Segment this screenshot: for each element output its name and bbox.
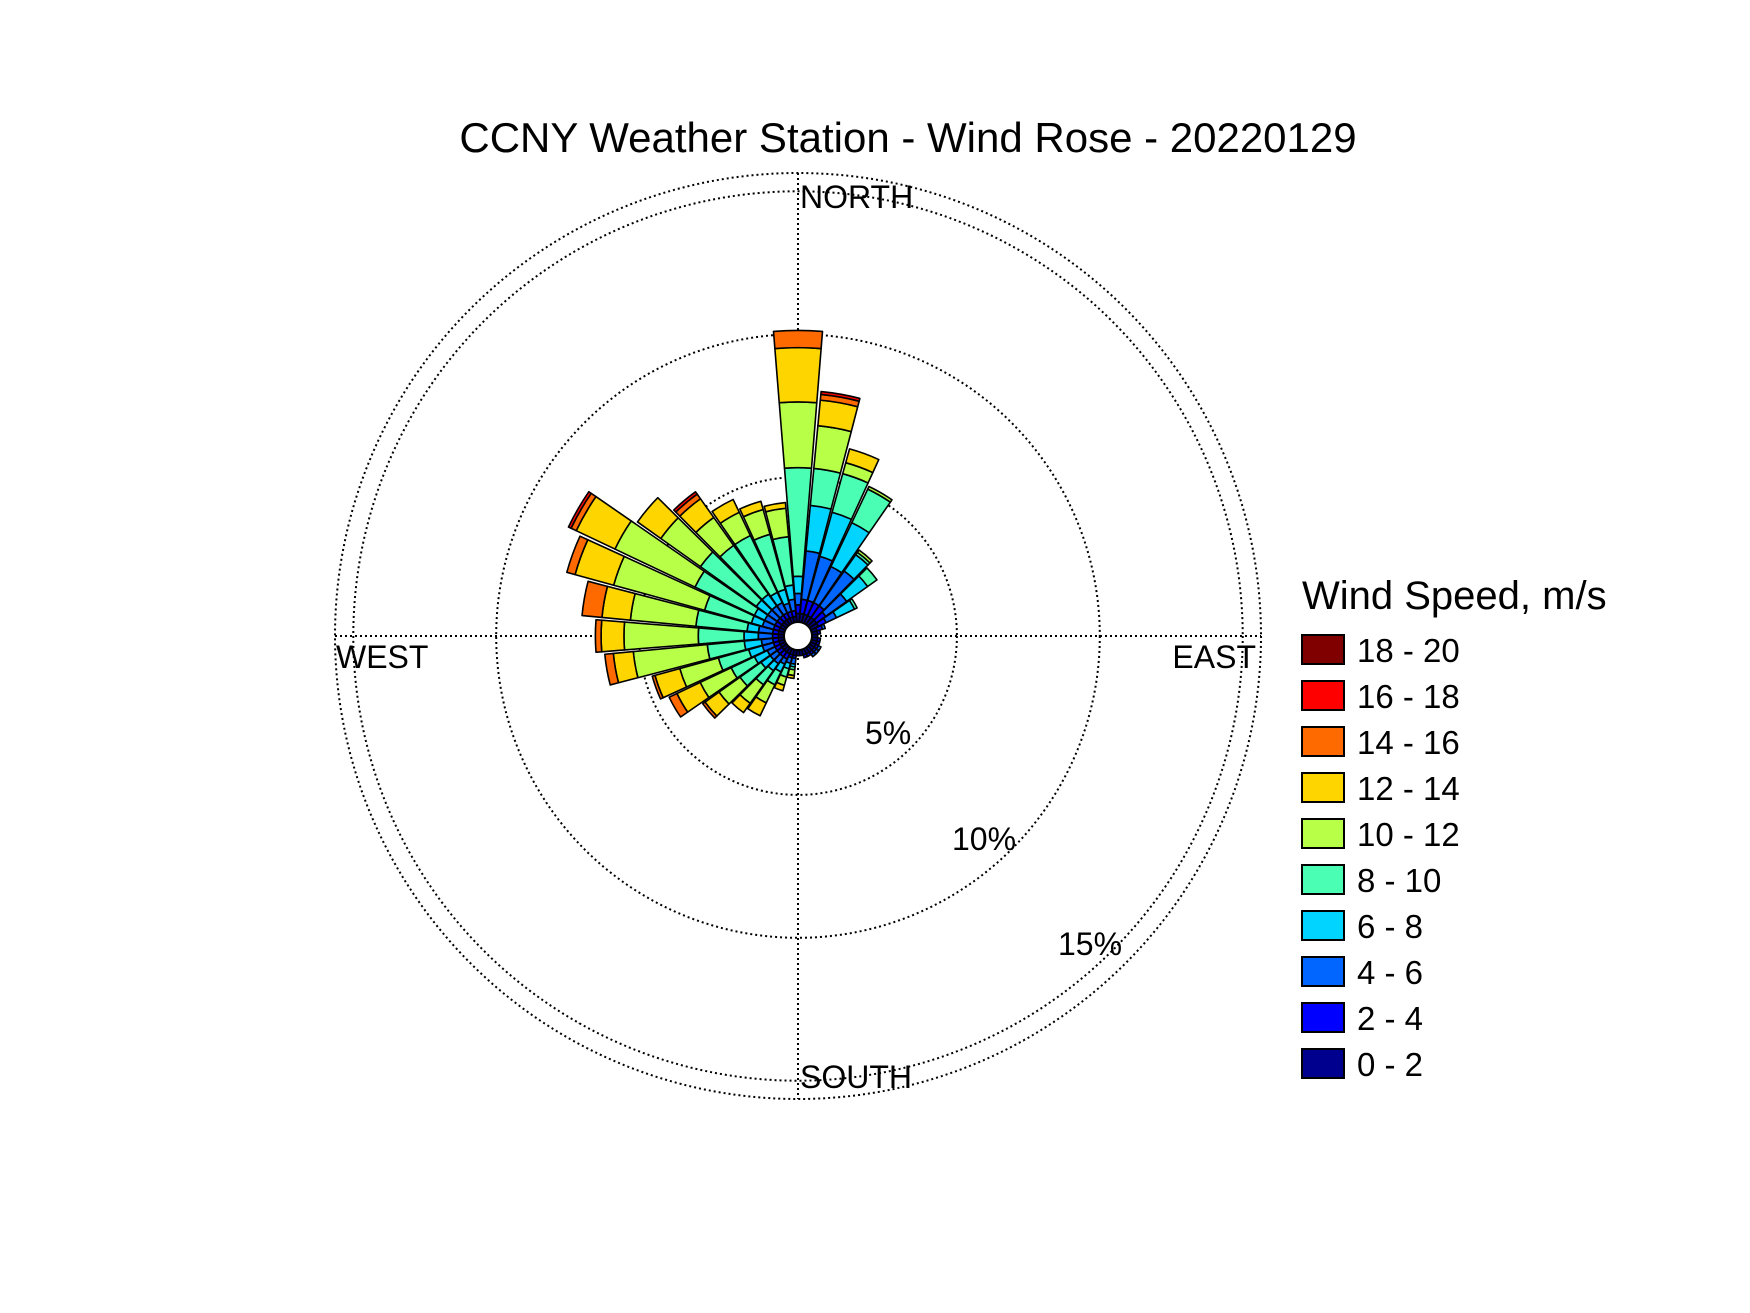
sector-40deg-bin-5 [856,549,873,564]
sector-0deg-bin-5 [778,401,818,470]
chart-title: CCNY Weather Station - Wind Rose - 20220… [459,114,1356,161]
sector-230deg-bin-7 [701,701,718,719]
sector-10deg-bin-8 [820,390,861,402]
sector-0deg-bin-3 [792,575,804,595]
legend-label: 0 - 2 [1357,1046,1423,1083]
north-label: NORTH [800,179,913,215]
sector-300deg-bin-8 [567,490,593,530]
legend-label: 18 - 20 [1357,632,1460,669]
sector-0deg-bin-7 [772,329,824,350]
ring-label-5: 5% [865,715,911,751]
legend-label: 6 - 8 [1357,908,1423,945]
south-label: SOUTH [800,1059,912,1095]
sector-20deg-bin-6 [844,448,880,474]
sector-250deg-bin-7 [651,674,664,700]
legend-swatch [1301,634,1345,665]
sector-160deg-bin-1 [802,653,809,659]
sector-310deg-bin-6 [636,496,679,540]
west-label: WEST [336,639,428,675]
legend-swatch [1301,864,1345,895]
legend-swatch [1301,956,1345,987]
legend-label: 12 - 14 [1357,770,1460,807]
sector-0deg-bin-6 [774,346,822,404]
sector-290deg-bin-7 [566,535,589,576]
legend-label: 2 - 4 [1357,1000,1423,1037]
legend-label: 8 - 10 [1357,862,1441,899]
sector-320deg-bin-8 [672,490,698,513]
sector-280deg-bin-7 [581,580,609,619]
legend-swatch [1301,910,1345,941]
legend-label: 10 - 12 [1357,816,1460,853]
sector-60deg-bin-4 [848,598,858,610]
sector-350deg-bin-6 [763,501,787,513]
sector-220deg-bin-6 [731,694,751,714]
sector-190deg-bin-6 [786,673,796,680]
legend-label: 16 - 18 [1357,678,1460,715]
sector-270deg-bin-6 [600,619,626,653]
legend-swatch [1301,726,1345,757]
sector-260deg-bin-7 [604,652,620,686]
legend-swatch [1301,1048,1345,1079]
grid-ring-15 [352,190,1244,1082]
legend-swatch [1301,772,1345,803]
legend-swatch [1301,818,1345,849]
sector-30deg-bin-5 [866,485,893,503]
sector-210deg-bin-6 [747,696,768,717]
sector-270deg-bin-3 [743,630,760,642]
legend-label: 4 - 6 [1357,954,1423,991]
east-label: EAST [1172,639,1256,675]
sector-330deg-bin-6 [711,498,741,525]
legend-swatch [1301,680,1345,711]
sector-50deg-bin-4 [858,567,878,588]
ring-label-10: 10% [952,821,1016,857]
legend: 18 - 20 16 - 18 14 - 16 12 - 14 10 - 12 8 - 1… [1301,632,1460,1083]
sector-270deg-bin-7 [594,618,603,654]
sector-80deg-bin-1 [816,629,822,635]
legend-swatch [1301,1002,1345,1033]
center-hub [783,621,813,651]
sector-340deg-bin-6 [739,500,764,518]
wind-sectors [566,329,893,719]
legend-label: 14 - 16 [1357,724,1460,761]
sector-240deg-bin-7 [668,692,689,718]
sector-70deg-bin-2 [820,623,827,631]
legend-title: Wind Speed, m/s [1302,574,1607,618]
sector-140deg-bin-2 [810,651,817,658]
ring-label-15: 15% [1058,926,1122,962]
